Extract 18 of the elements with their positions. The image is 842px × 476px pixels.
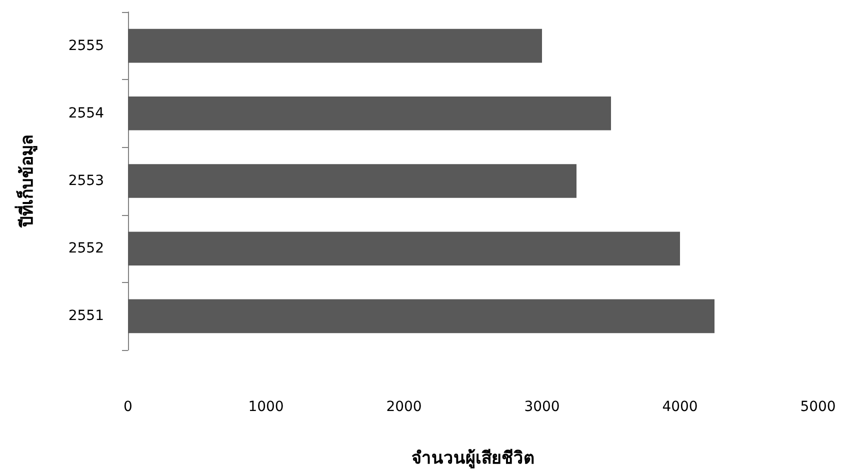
bar xyxy=(128,299,714,334)
y-tick-label: 2553 xyxy=(68,173,104,189)
x-tick-label: 2000 xyxy=(386,399,422,415)
y-tick-label: 2551 xyxy=(68,308,104,324)
y-tick-label: 2552 xyxy=(68,240,104,257)
y-tick-label: 2555 xyxy=(68,38,104,54)
y-tick-label: 2554 xyxy=(68,105,104,122)
bar xyxy=(128,28,542,63)
x-tick-label: 1000 xyxy=(248,399,284,415)
x-tick-label: 0 xyxy=(124,399,132,415)
bar xyxy=(128,96,611,130)
y-axis-title: ปีที่เก็บข้อมูล xyxy=(14,135,38,228)
x-axis-title: จำนวนผู้เสียชีวิต xyxy=(412,448,534,470)
x-tick-label: 5000 xyxy=(800,399,836,415)
x-tick-label: 3000 xyxy=(524,399,560,415)
bar xyxy=(128,232,680,266)
bar xyxy=(128,164,576,198)
x-tick-label: 4000 xyxy=(662,399,698,415)
